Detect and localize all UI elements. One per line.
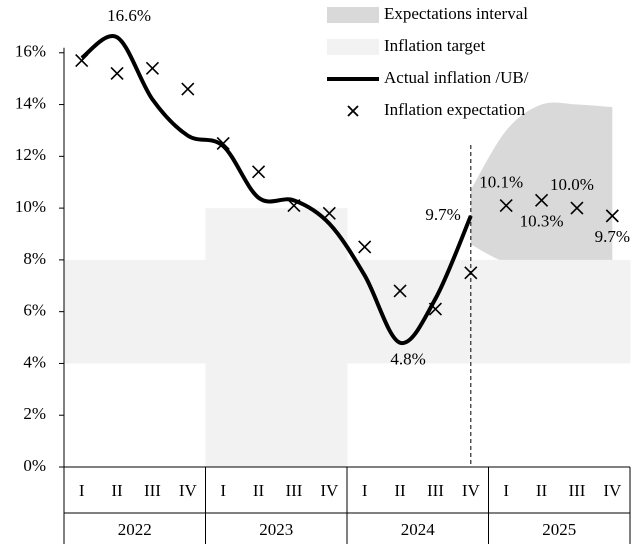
actual-inflation-line	[80, 34, 473, 345]
target-band	[134, 259, 171, 364]
x-tick-label: IV	[462, 481, 481, 500]
x-group-label: 2025	[542, 520, 576, 539]
expectation-marker	[358, 240, 372, 254]
legend-swatch	[347, 105, 359, 117]
target-band	[64, 259, 100, 364]
legend-label: Inflation target	[384, 36, 485, 55]
target-band	[240, 208, 277, 467]
y-tick-label: 16%	[15, 42, 46, 61]
x-tick-label: I	[362, 481, 368, 500]
y-tick-label: 2%	[23, 404, 46, 423]
expectation-marker	[499, 198, 513, 213]
target-band	[453, 259, 489, 364]
x-group-label: 2022	[118, 520, 152, 539]
expectation-marker	[570, 201, 584, 215]
target-band	[311, 208, 348, 467]
x-tick-label: I	[79, 481, 85, 500]
front-layer: 16.6% 4.8% 9.7% 10.1% 10.3% 10.0% 9.7%	[75, 6, 630, 467]
expectation-marker	[464, 266, 478, 280]
target-band	[523, 259, 560, 364]
data-label: 10.1%	[479, 172, 523, 191]
x-tick-label: IV	[179, 481, 198, 500]
data-label: 9.7%	[595, 227, 630, 246]
legend-label: Inflation expectation	[384, 100, 526, 119]
expectations-interval	[470, 102, 613, 266]
target-band	[276, 208, 313, 467]
target-band	[382, 259, 419, 364]
background-layer	[64, 102, 631, 467]
x-tick-label: IV	[320, 481, 339, 500]
x-tick-label: II	[394, 481, 406, 500]
x-tick-label: IV	[603, 481, 622, 500]
expectation-marker	[393, 284, 407, 298]
x-tick-label: III	[427, 481, 444, 500]
legend-label: Actual inflation /UB/	[384, 68, 529, 87]
x-tick-label: III	[144, 481, 161, 500]
expectation-marker	[322, 206, 336, 220]
y-tick-label: 8%	[23, 249, 46, 268]
x-tick-label: III	[568, 481, 585, 500]
legend-swatch	[327, 39, 379, 55]
x-tick-label: I	[220, 481, 226, 500]
target-band	[594, 259, 631, 364]
expectation-marker	[428, 302, 443, 316]
x-group-label: 2023	[259, 520, 293, 539]
target-band	[559, 259, 596, 364]
y-tick-label: 6%	[23, 301, 46, 320]
x-tick-label: I	[503, 481, 509, 500]
y-tick-label: 14%	[15, 93, 46, 112]
expectation-marker	[145, 61, 160, 75]
target-band	[488, 259, 525, 364]
expectation-marker	[534, 193, 549, 207]
legend-swatch	[327, 7, 379, 23]
expectation-marker	[605, 209, 619, 223]
expectation-marker	[110, 66, 124, 81]
data-label: 10.3%	[520, 211, 564, 230]
y-tick-label: 4%	[23, 352, 46, 371]
target-band	[205, 208, 242, 467]
y-tick-label: 0%	[23, 456, 46, 475]
expectation-marker	[251, 165, 266, 179]
data-label: 9.7%	[425, 205, 460, 224]
x-tick-label: II	[536, 481, 548, 500]
target-band	[99, 259, 136, 364]
target-band	[170, 259, 206, 364]
expectation-marker	[181, 82, 195, 96]
x-tick-label: II	[253, 481, 265, 500]
x-group-label: 2024	[401, 520, 436, 539]
y-tick-label: 12%	[15, 145, 46, 164]
data-label: 4.8%	[390, 350, 425, 369]
expectation-marker	[216, 136, 230, 150]
expectation-marker	[75, 53, 89, 68]
x-tick-label: III	[285, 481, 302, 500]
legend-label: Expectations interval	[384, 4, 528, 23]
expectation-marker	[287, 198, 301, 213]
data-label: 10.0%	[550, 175, 594, 194]
x-tick-label: II	[111, 481, 123, 500]
y-tick-label: 10%	[15, 197, 46, 216]
data-label: 16.6%	[107, 6, 151, 25]
